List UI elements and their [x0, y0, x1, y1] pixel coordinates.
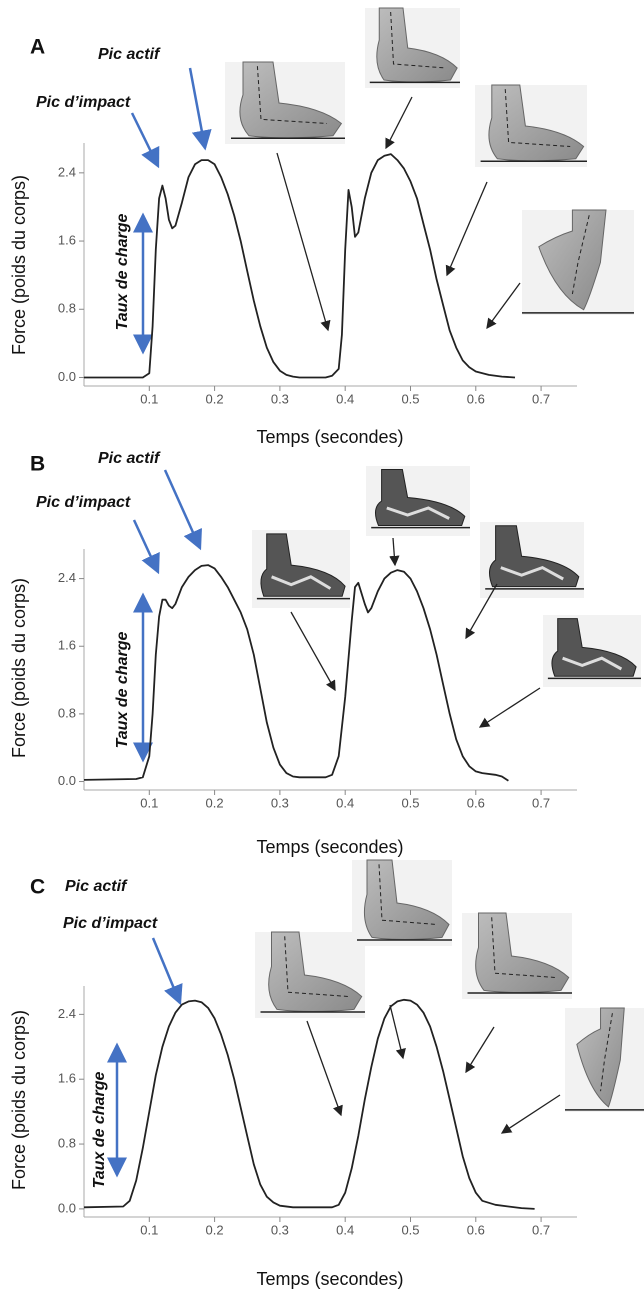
- phase-arrow: [445, 181, 488, 277]
- y-tick-label: 0.8: [58, 301, 76, 316]
- foot-image: [522, 209, 634, 315]
- foot-image: [480, 522, 584, 598]
- phase-arrow: [486, 282, 521, 330]
- foot-image: [366, 466, 470, 536]
- annotation: Pic d’impact: [63, 915, 158, 932]
- y-axis-label: Force (poids du corps): [9, 175, 29, 355]
- foot-image: [352, 859, 452, 946]
- x-tick-label: 0.7: [532, 391, 550, 406]
- y-tick-label: 2.4: [58, 164, 76, 179]
- y-tick-label: 1.6: [58, 232, 76, 247]
- dashed-axis: [378, 864, 438, 925]
- force-curve: [83, 564, 509, 782]
- x-tick-label: 0.4: [336, 391, 354, 406]
- foot: [538, 209, 607, 311]
- dashed-axis: [504, 89, 571, 147]
- x-tick-label: 0.6: [467, 1222, 485, 1237]
- shoe-pattern: [271, 575, 332, 590]
- annotation-arrow: [188, 67, 212, 151]
- x-tick-label: 0.2: [206, 795, 224, 810]
- panel-label: B: [30, 453, 45, 476]
- annotation: Pic d’impact: [36, 494, 131, 511]
- x-axis-label: Temps (secondes): [256, 1269, 403, 1289]
- annotation: Taux de charge: [91, 1072, 108, 1189]
- annotation-arrow: [151, 937, 183, 1006]
- y-tick-label: 2.4: [58, 570, 76, 585]
- x-tick-label: 0.1: [140, 795, 158, 810]
- y-tick-label: 0.8: [58, 1135, 76, 1150]
- x-tick-label: 0.5: [401, 795, 419, 810]
- annotation-arrow: [132, 519, 160, 575]
- annotation: Taux de charge: [114, 214, 131, 331]
- phase-arrow: [306, 1020, 343, 1117]
- phase-arrow: [478, 687, 541, 728]
- x-tick-label: 0.3: [271, 1222, 289, 1237]
- force-curve: [84, 153, 516, 379]
- y-axis-label: Force (poids du corps): [9, 578, 29, 758]
- x-tick-label: 0.7: [532, 795, 550, 810]
- dashed-axis: [571, 215, 590, 295]
- phase-arrow: [389, 1004, 406, 1060]
- x-axis-label: Temps (secondes): [256, 837, 403, 857]
- foot-image: [255, 931, 365, 1018]
- annotation-arrow: [130, 112, 160, 169]
- x-tick-label: 0.5: [401, 1222, 419, 1237]
- annotation: Pic actif: [98, 46, 161, 63]
- annotation: Pic actif: [98, 450, 161, 467]
- panel-label: A: [30, 36, 45, 59]
- y-tick-label: 0.0: [58, 773, 76, 788]
- foot-image: [462, 912, 572, 999]
- foot-image: [225, 61, 345, 144]
- foot-image: [565, 1007, 644, 1112]
- phase-arrow: [500, 1094, 561, 1134]
- phase-arrow: [385, 96, 413, 150]
- y-tick-label: 0.0: [58, 369, 76, 384]
- annotation: Taux de charge: [114, 632, 131, 749]
- x-tick-label: 0.1: [140, 1222, 158, 1237]
- x-tick-label: 0.7: [532, 1222, 550, 1237]
- dashed-axis: [256, 66, 328, 124]
- x-tick-label: 0.2: [206, 391, 224, 406]
- shoe-pattern: [386, 506, 450, 520]
- shoe-pattern: [500, 565, 564, 581]
- annotation: Pic d’impact: [36, 94, 131, 111]
- x-tick-label: 0.2: [206, 1222, 224, 1237]
- phase-arrow: [465, 1026, 495, 1074]
- panel-label: C: [30, 876, 45, 899]
- x-tick-label: 0.4: [336, 795, 354, 810]
- x-tick-label: 0.3: [271, 391, 289, 406]
- y-axis-label: Force (poids du corps): [9, 1010, 29, 1190]
- y-tick-label: 1.6: [58, 1071, 76, 1086]
- shoe-pattern: [562, 656, 623, 671]
- phase-arrow: [465, 583, 498, 640]
- y-tick-label: 0.0: [58, 1200, 76, 1215]
- x-tick-label: 0.1: [140, 391, 158, 406]
- foot-image: [543, 615, 641, 687]
- y-tick-label: 1.6: [58, 638, 76, 653]
- phase-arrow: [276, 152, 331, 332]
- foot-image: [475, 84, 587, 167]
- y-tick-label: 2.4: [58, 1006, 76, 1021]
- dashed-axis: [390, 11, 446, 69]
- annotation-arrow: [163, 469, 202, 551]
- foot-image: [365, 7, 460, 88]
- phase-arrow: [290, 611, 336, 692]
- foot-image: [252, 530, 350, 608]
- x-tick-label: 0.6: [467, 391, 485, 406]
- x-tick-label: 0.6: [467, 795, 485, 810]
- x-tick-label: 0.4: [336, 1222, 354, 1237]
- force-curve: [83, 998, 535, 1210]
- x-tick-label: 0.5: [401, 391, 419, 406]
- dashed-axis: [600, 1013, 613, 1092]
- y-tick-label: 0.8: [58, 705, 76, 720]
- annotation: Pic actif: [65, 878, 128, 895]
- phase-arrow: [389, 537, 400, 567]
- foot: [576, 1007, 625, 1108]
- x-tick-label: 0.3: [271, 795, 289, 810]
- x-axis-label: Temps (secondes): [256, 427, 403, 447]
